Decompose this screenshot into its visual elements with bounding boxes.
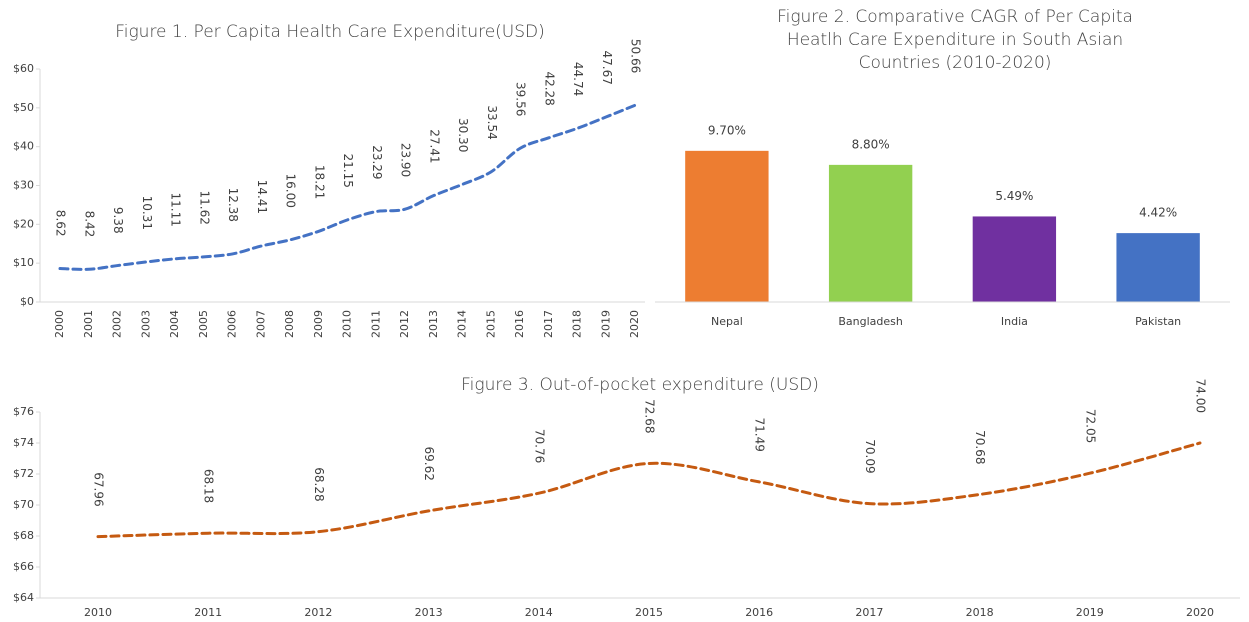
- chart-title: Figure 1. Per Capita Health Care Expendi…: [115, 22, 545, 42]
- data-label: 70.68: [973, 430, 987, 464]
- x-tick-label: 2020: [628, 310, 641, 338]
- data-label: 33.54: [485, 105, 499, 139]
- data-label: 23.29: [370, 145, 384, 179]
- x-tick-label: 2011: [194, 606, 222, 619]
- x-tick-label: 2014: [456, 310, 469, 338]
- bar: [685, 150, 769, 302]
- y-tick-label: $68: [13, 529, 34, 542]
- x-tick-label: 2017: [855, 606, 883, 619]
- x-tick-label: 2017: [542, 310, 555, 338]
- x-tick-label: Pakistan: [1135, 315, 1181, 328]
- y-tick-label: $10: [13, 256, 34, 269]
- y-tick-label: $40: [13, 140, 34, 153]
- x-tick-label: 2020: [1186, 606, 1214, 619]
- x-tick-label: 2008: [283, 310, 296, 338]
- x-tick-label: 2004: [168, 310, 181, 338]
- data-label: 11.11: [169, 192, 183, 226]
- x-tick-label: 2014: [525, 606, 553, 619]
- x-tick-label: 2012: [304, 606, 332, 619]
- x-tick-label: 2003: [139, 310, 152, 338]
- data-label: 14.41: [255, 180, 269, 214]
- data-label: 9.38: [111, 207, 125, 234]
- x-tick-label: 2000: [53, 310, 66, 338]
- data-label: 68.28: [312, 467, 326, 501]
- x-tick-label: India: [1001, 315, 1028, 328]
- y-tick-label: $76: [13, 405, 34, 418]
- x-tick-label: Nepal: [711, 315, 743, 328]
- x-tick-label: Bangladesh: [838, 315, 903, 328]
- y-tick-label: $64: [13, 591, 34, 604]
- data-label: 72.68: [643, 399, 657, 433]
- y-tick-label: $30: [13, 179, 34, 192]
- data-label: 8.42: [82, 211, 96, 238]
- x-tick-label: 2019: [1076, 606, 1104, 619]
- y-tick-label: $74: [13, 436, 34, 449]
- y-tick-label: $50: [13, 101, 34, 114]
- chart-title: Figure 2. Comparative CAGR of Per Capita…: [777, 7, 1133, 73]
- data-label: 23.90: [399, 143, 413, 177]
- data-label: 39.56: [514, 82, 528, 116]
- data-label: 9.70%: [708, 123, 746, 137]
- data-label: 8.62: [54, 210, 68, 237]
- x-tick-label: 2011: [369, 310, 382, 338]
- data-label: 69.62: [422, 447, 436, 481]
- data-label: 42.28: [542, 71, 556, 105]
- chart-title: Figure 3. Out-of-pocket expenditure (USD…: [461, 375, 819, 395]
- line: [96, 441, 1202, 539]
- data-label: 27.41: [427, 129, 441, 163]
- data-label: 74.00: [1194, 379, 1208, 413]
- data-label: 50.66: [629, 39, 643, 73]
- x-tick-label: 2012: [398, 310, 411, 338]
- data-label: 21.15: [341, 154, 355, 188]
- data-label: 8.80%: [852, 137, 890, 151]
- data-label: 30.30: [456, 118, 470, 152]
- bar: [1116, 233, 1200, 302]
- data-label: 11.62: [197, 191, 211, 225]
- data-label: 4.42%: [1139, 206, 1177, 220]
- x-tick-label: 2015: [484, 310, 497, 338]
- x-tick-label: 2010: [84, 606, 112, 619]
- bar: [972, 216, 1057, 302]
- x-tick-label: 2015: [635, 606, 663, 619]
- y-tick-label: $60: [13, 62, 34, 75]
- y-tick-label: $70: [13, 498, 34, 511]
- data-label: 12.38: [226, 188, 240, 222]
- x-tick-label: 2016: [513, 310, 526, 338]
- data-label: 72.05: [1083, 409, 1097, 443]
- data-label: 18.21: [312, 165, 326, 199]
- x-tick-label: 2007: [254, 310, 267, 338]
- x-tick-label: 2019: [599, 310, 612, 338]
- x-tick-label: 2018: [966, 606, 994, 619]
- data-label: 71.49: [753, 418, 767, 452]
- x-tick-label: 2009: [312, 310, 325, 338]
- y-tick-label: $66: [13, 560, 34, 573]
- x-tick-label: 2005: [197, 310, 210, 338]
- y-tick-label: $20: [13, 217, 34, 230]
- data-label: 10.31: [140, 196, 154, 230]
- x-tick-label: 2018: [571, 310, 584, 338]
- x-tick-label: 2016: [745, 606, 773, 619]
- x-tick-label: 2010: [341, 310, 354, 338]
- x-tick-label: 2013: [427, 310, 440, 338]
- x-tick-label: 2013: [415, 606, 443, 619]
- data-label: 68.18: [202, 469, 216, 503]
- y-tick-label: $72: [13, 467, 34, 480]
- y-tick-label: $0: [20, 295, 34, 308]
- data-label: 47.67: [600, 51, 614, 85]
- data-label: 70.09: [863, 439, 877, 473]
- line: [58, 103, 637, 271]
- x-tick-label: 2001: [82, 310, 95, 338]
- x-tick-label: 2006: [226, 310, 239, 338]
- data-label: 70.76: [532, 429, 546, 463]
- data-label: 67.96: [92, 472, 106, 506]
- x-tick-label: 2002: [111, 310, 124, 338]
- data-label: 16.00: [284, 174, 298, 208]
- data-label: 44.74: [571, 62, 585, 96]
- data-label: 5.49%: [995, 189, 1033, 203]
- bar: [828, 164, 913, 302]
